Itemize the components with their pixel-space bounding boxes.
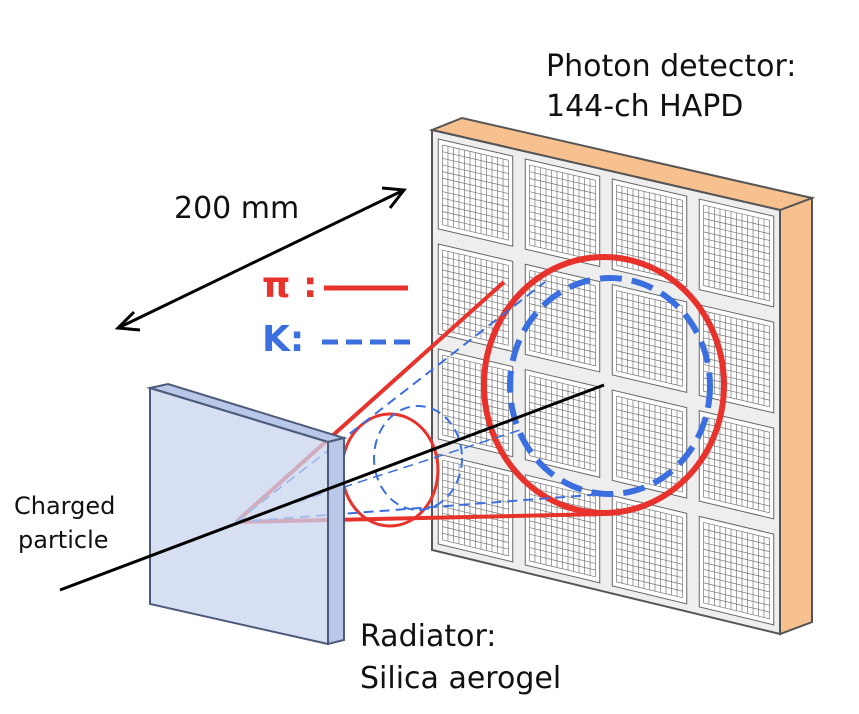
radiator-edge bbox=[327, 436, 345, 646]
charged-particle-label-2: particle bbox=[18, 526, 109, 554]
hapd-pixel-grid-line bbox=[616, 568, 683, 585]
hapd-pixel-grid-line bbox=[529, 560, 596, 578]
hapd-pixel-grid-line bbox=[703, 490, 770, 507]
hapd-pixel-grid-line bbox=[703, 602, 770, 620]
hapd-pixel-grid-line bbox=[529, 553, 596, 571]
hapd-pixel-grid-line bbox=[529, 343, 596, 360]
kaon-cone bbox=[235, 275, 713, 523]
radiator-label-1: Radiator: bbox=[360, 619, 497, 654]
hapd-pixel-grid-line bbox=[703, 285, 770, 302]
hapd-pixel-grid-line bbox=[442, 217, 509, 234]
kaon-legend-symbol: K: bbox=[262, 319, 305, 360]
hapd-pixel-grid-line bbox=[616, 370, 683, 387]
photon-detector-label-1: Photon detector: bbox=[546, 49, 797, 84]
hapd-pixel-grid-line bbox=[703, 278, 770, 295]
pion-legend-symbol: π : bbox=[262, 265, 318, 306]
hapd-pixel-grid-line bbox=[703, 390, 770, 408]
detector-face bbox=[431, 128, 781, 636]
hapd-pixel-grid-line bbox=[442, 532, 509, 550]
hapd-pixel-grid-line bbox=[703, 384, 770, 401]
hapd-pixel-grid-line bbox=[703, 377, 770, 394]
distance-arrow bbox=[114, 186, 407, 332]
charged-particle-label-1: Charged bbox=[14, 492, 116, 520]
hapd-pixel-grid-line bbox=[703, 483, 770, 500]
hapd-pixel-grid-line bbox=[616, 469, 683, 486]
hapd-pixel-grid-line bbox=[616, 357, 683, 374]
radiator-face bbox=[149, 386, 329, 646]
hapd-pixel-grid-line bbox=[529, 547, 596, 564]
hapd-pixel-grid-line bbox=[529, 336, 596, 353]
particle-track bbox=[59, 383, 605, 592]
hapd-pixel-grid-line bbox=[703, 595, 770, 613]
hapd-pixel-grid-line bbox=[529, 448, 596, 466]
hapd-pixel-grid-line bbox=[616, 581, 683, 599]
hapd-pixel-grid-line bbox=[442, 421, 509, 438]
radiator-label-2: Silica aerogel bbox=[360, 661, 562, 696]
hapd-pixel-grid-line bbox=[529, 238, 596, 255]
hapd-pixel-grid-line bbox=[442, 329, 509, 346]
hapd-pixel-grid-line bbox=[442, 224, 509, 241]
photon-detector-label-2: 144-ch HAPD bbox=[546, 89, 744, 124]
hapd-pixel-grid-line bbox=[529, 455, 596, 472]
hapd-pixel-grid-line bbox=[616, 574, 683, 592]
hapd-pixel-grid-line bbox=[616, 363, 683, 380]
hapd-pixel-grid-line bbox=[703, 271, 770, 288]
distance-label: 200 mm bbox=[174, 191, 300, 226]
detector-side bbox=[779, 196, 813, 636]
hapd-pixel-grid-line bbox=[529, 231, 596, 248]
hapd-pixel-grid-line bbox=[442, 539, 509, 557]
hapd-pixel-grid-line bbox=[703, 496, 770, 514]
hapd-pixel-grid-line bbox=[616, 462, 683, 480]
hapd-pixel-grid-line bbox=[442, 526, 509, 543]
hapd-pixel-grid-line bbox=[529, 441, 596, 459]
hapd-pixel-grid-line bbox=[703, 589, 770, 606]
hapd-pixel-grid-line bbox=[529, 349, 596, 367]
hapd-pixel-grid-line bbox=[442, 211, 509, 228]
hapd-pixel-grid-line bbox=[616, 251, 683, 268]
